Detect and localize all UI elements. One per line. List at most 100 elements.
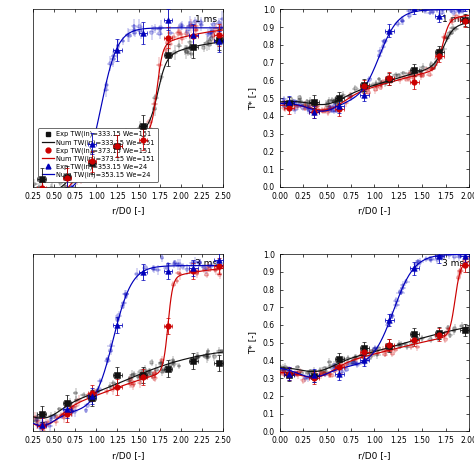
Point — [286, 367, 293, 374]
Point — [325, 370, 332, 378]
Point — [411, 264, 419, 272]
Point — [301, 105, 309, 112]
Point — [430, 64, 438, 72]
Point — [427, 6, 434, 13]
Text: 1 ms: 1 ms — [442, 15, 464, 24]
Point — [385, 341, 393, 349]
Point — [405, 74, 412, 82]
Point — [455, 250, 463, 257]
Point — [336, 370, 343, 377]
Point — [395, 72, 402, 79]
Point — [381, 351, 389, 358]
Point — [38, 187, 46, 195]
Point — [150, 265, 158, 273]
Point — [32, 417, 39, 425]
Point — [379, 78, 387, 85]
Point — [385, 75, 393, 82]
Point — [49, 192, 57, 200]
Point — [53, 413, 61, 421]
Point — [436, 52, 443, 59]
Point — [53, 194, 60, 202]
Point — [134, 133, 141, 140]
Point — [44, 191, 52, 198]
Point — [217, 24, 225, 31]
Point — [60, 414, 68, 422]
Point — [291, 98, 298, 105]
Point — [417, 68, 425, 75]
Point — [73, 396, 80, 404]
Point — [215, 19, 223, 27]
Point — [457, 7, 465, 14]
Point — [438, 5, 445, 12]
X-axis label: r/D0 [-]: r/D0 [-] — [112, 451, 144, 460]
Point — [114, 142, 121, 150]
Point — [320, 370, 328, 377]
Point — [285, 371, 293, 378]
Point — [392, 301, 400, 309]
Point — [114, 321, 121, 329]
Point — [198, 21, 205, 29]
Point — [385, 316, 393, 324]
Point — [130, 371, 138, 378]
Point — [431, 61, 439, 69]
Point — [354, 361, 361, 368]
Point — [373, 83, 381, 91]
Point — [364, 85, 371, 93]
Text: 1 ms: 1 ms — [195, 15, 217, 24]
Point — [202, 265, 210, 273]
Point — [90, 392, 97, 400]
Point — [153, 366, 160, 374]
Point — [304, 104, 312, 111]
Point — [379, 43, 387, 50]
Point — [130, 380, 137, 388]
Point — [84, 153, 92, 161]
Point — [58, 412, 66, 420]
Point — [129, 382, 137, 389]
Point — [307, 374, 315, 381]
Point — [164, 363, 171, 371]
Point — [55, 405, 63, 413]
Point — [61, 182, 69, 190]
Point — [335, 365, 343, 373]
Point — [333, 107, 340, 115]
Point — [87, 397, 94, 404]
Point — [440, 33, 448, 41]
Point — [88, 140, 96, 147]
Point — [385, 28, 393, 36]
Point — [212, 24, 220, 32]
Point — [94, 387, 101, 394]
Point — [158, 368, 166, 375]
Point — [84, 392, 92, 399]
Point — [139, 29, 146, 37]
Point — [93, 388, 101, 396]
Point — [86, 393, 94, 401]
Point — [315, 107, 323, 115]
Point — [151, 369, 159, 377]
Point — [51, 199, 58, 206]
Point — [385, 346, 392, 354]
Point — [67, 406, 75, 413]
Point — [438, 253, 445, 260]
Point — [346, 93, 354, 100]
Point — [456, 270, 464, 277]
Point — [446, 251, 453, 258]
Point — [310, 367, 318, 374]
Point — [455, 253, 463, 261]
Point — [321, 107, 328, 115]
Point — [183, 27, 191, 35]
Point — [304, 374, 311, 382]
Point — [68, 408, 75, 415]
Point — [109, 145, 117, 153]
Point — [164, 323, 172, 331]
Point — [292, 98, 300, 106]
Point — [406, 12, 413, 19]
Point — [462, 327, 470, 334]
Point — [163, 39, 171, 46]
Point — [418, 335, 426, 342]
Point — [133, 270, 140, 278]
Point — [285, 99, 293, 106]
Point — [90, 392, 98, 400]
Point — [410, 265, 418, 273]
Point — [456, 8, 463, 15]
Point — [310, 372, 318, 379]
